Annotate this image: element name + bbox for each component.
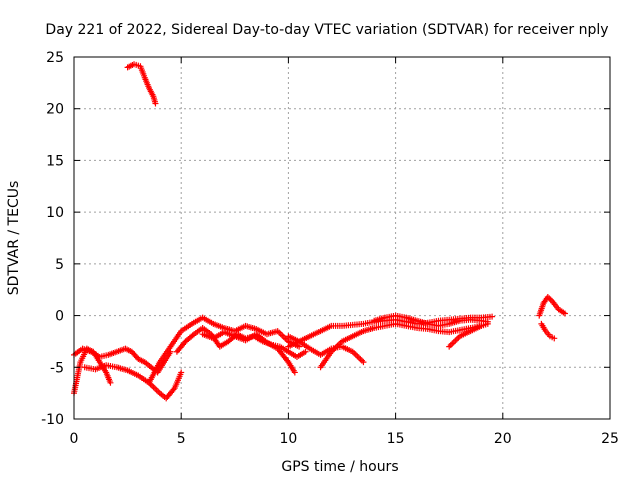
data-points — [71, 61, 568, 402]
data-point — [484, 320, 491, 327]
data-point — [291, 369, 298, 376]
x-tick-label: 5 — [177, 431, 186, 447]
data-point — [547, 296, 554, 303]
y-tick-label: 5 — [55, 257, 64, 273]
data-point — [302, 348, 309, 355]
chart-title: Day 221 of 2022, Sidereal Day-to-day VTE… — [45, 22, 608, 38]
data-point — [178, 369, 185, 376]
y-tick-label: -10 — [41, 412, 64, 428]
x-tick-label: 25 — [601, 431, 619, 447]
data-point — [489, 313, 496, 320]
y-tick-label: 15 — [46, 153, 64, 169]
y-axis-title: SDTVAR / TECUs — [6, 181, 22, 296]
data-point — [551, 335, 558, 342]
y-tick-label: 25 — [46, 50, 64, 66]
y-tick-label: 0 — [55, 309, 64, 325]
x-tick-label: 0 — [70, 431, 79, 447]
data-point — [561, 310, 568, 317]
data-point — [360, 359, 367, 366]
data-point — [296, 343, 303, 350]
x-tick-label: 10 — [279, 431, 297, 447]
y-tick-label: -5 — [50, 360, 64, 376]
plot-frame — [73, 56, 611, 420]
x-tick-label: 15 — [387, 431, 405, 447]
x-tick-label: 20 — [494, 431, 512, 447]
data-point — [152, 100, 159, 107]
y-tick-label: 20 — [46, 102, 64, 118]
x-axis-title: GPS time / hours — [281, 459, 398, 475]
grid-lines — [74, 57, 610, 419]
data-point — [107, 379, 114, 386]
y-tick-label: 10 — [46, 205, 64, 221]
axis-ticks: 0 5 10 15 20 25 -10 -5 0 5 10 15 20 25 — [41, 50, 619, 447]
